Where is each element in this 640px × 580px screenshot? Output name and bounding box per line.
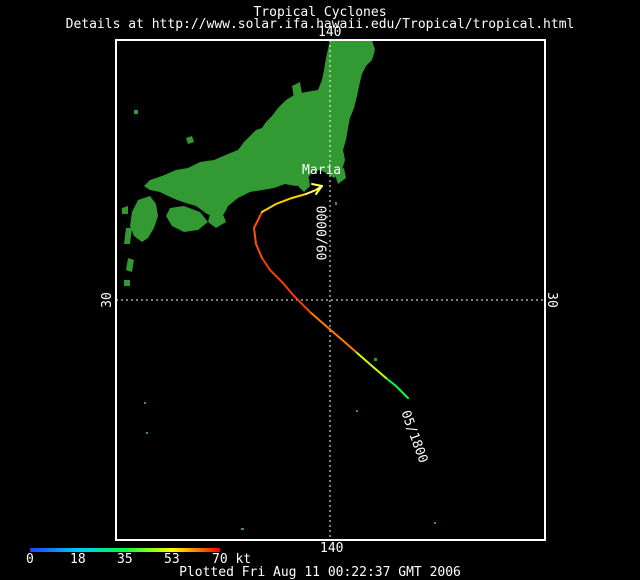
plotted-timestamp: Plotted Fri Aug 11 00:22:37 GMT 2006 [179,565,461,580]
legend-tick-35: 35 [117,552,133,567]
graticule [116,40,545,540]
lat-label-left: 30 [99,292,115,308]
storm-name-label: Maria [302,163,342,178]
legend-tick-53: 53 [164,552,180,567]
map-subtitle: Details at http://www.solar.ifa.hawaii.e… [65,17,575,32]
land-islands [144,202,436,530]
lon-label-top: 140 [318,25,342,40]
track-segment-3 [309,311,357,353]
cyclone-track [252,183,409,399]
lat-label-right: 30 [543,292,559,308]
track-segment-4 [261,257,311,313]
intensity-legend-bar [30,548,220,552]
legend-tick-0: 0 [26,552,34,567]
legend-tick-18: 18 [70,552,86,567]
land-japan [122,40,375,286]
track-segment-5 [252,211,263,259]
track-segment-6 [261,193,307,213]
legend-tick-70kt: 70 kt [212,552,252,567]
storm-end-time-label: 09/0000 [315,205,331,261]
track-segment-1 [385,377,409,399]
track-segment-2 [355,351,387,379]
lon-label-bottom: 140 [320,541,344,556]
map-frame [115,39,546,541]
map-title: Tropical Cyclones [253,5,387,20]
track-arrowhead [311,183,323,195]
